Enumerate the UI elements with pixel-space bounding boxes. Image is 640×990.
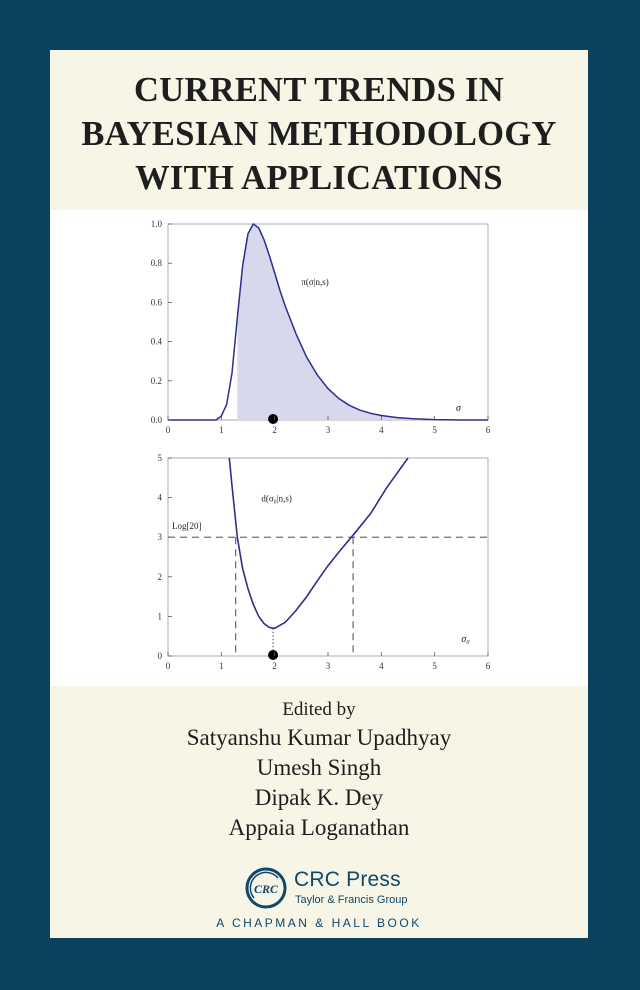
bottom-y-ticks: 0 1 2 3 4 5 bbox=[158, 453, 172, 661]
x-tick-label: 4 bbox=[379, 425, 384, 435]
x-tick-label: 3 bbox=[326, 425, 331, 435]
shaded-credible-region bbox=[237, 224, 488, 420]
y-tick-label: 4 bbox=[158, 493, 163, 503]
x-tick-label: 5 bbox=[432, 425, 437, 435]
y-tick-label: 0 bbox=[158, 651, 163, 661]
posterior-curve-label: π(σ|n,s) bbox=[301, 277, 328, 287]
y-tick-label: 0.6 bbox=[151, 297, 163, 307]
bottom-x-axis-label: σ₀ bbox=[461, 634, 470, 645]
y-tick-label: 3 bbox=[158, 532, 163, 542]
x-tick-label: 1 bbox=[219, 661, 224, 671]
title-line-1: CURRENT TRENDS IN bbox=[134, 71, 504, 109]
loss-curve bbox=[228, 457, 409, 630]
publisher-block: CRC CRC Press Taylor & Francis Group A C… bbox=[50, 862, 588, 938]
estimate-marker bbox=[268, 414, 279, 424]
editor-name: Umesh Singh bbox=[256, 755, 382, 780]
posterior-curve bbox=[168, 222, 488, 421]
y-tick-label: 1.0 bbox=[151, 219, 163, 229]
x-tick-label: 1 bbox=[219, 425, 224, 435]
y-tick-label: 2 bbox=[158, 572, 163, 582]
y-tick-label: 0.8 bbox=[151, 258, 163, 268]
y-tick-label: 0.0 bbox=[151, 415, 163, 425]
editor-name: Satyanshu Kumar Upadhyay bbox=[186, 725, 452, 750]
x-tick-label: 3 bbox=[326, 661, 331, 671]
threshold-label: Log[20] bbox=[172, 521, 202, 531]
cover-panel: CURRENT TRENDS IN BAYESIAN METHODOLOGY W… bbox=[50, 50, 588, 938]
minimum-marker bbox=[268, 650, 279, 660]
editor-name: Dipak K. Dey bbox=[254, 785, 384, 810]
y-tick-label: 5 bbox=[158, 453, 163, 463]
x-tick-label: 6 bbox=[486, 425, 491, 435]
edited-by-label: Edited by bbox=[282, 699, 356, 720]
x-tick-label: 6 bbox=[486, 661, 491, 671]
x-tick-label: 0 bbox=[166, 661, 171, 671]
plots-svg: 0 1 2 3 4 5 6 0.0 0.2 0.4 0.6 0.8 1.0 π(σ|n,s) σ 0 1… bbox=[151, 219, 491, 671]
x-tick-label: 2 bbox=[272, 661, 277, 671]
x-tick-label: 4 bbox=[379, 661, 384, 671]
bottom-x-ticks: 0 1 2 3 4 5 6 bbox=[166, 652, 491, 671]
y-tick-label: 1 bbox=[158, 611, 163, 621]
title-line-2: BAYESIAN METHODOLOGY bbox=[81, 115, 557, 153]
loss-curve-label: d(σ₀|n,s) bbox=[261, 494, 292, 504]
cover-figure: 0 1 2 3 4 5 6 0.0 0.2 0.4 0.6 0.8 1.0 π(σ|n,s) σ 0 1… bbox=[50, 210, 588, 686]
editor-name: Appaia Loganathan bbox=[228, 815, 410, 840]
title-line-3: WITH APPLICATIONS bbox=[135, 159, 503, 197]
y-tick-label: 0.2 bbox=[151, 376, 162, 386]
top-x-ticks: 0 1 2 3 4 5 6 bbox=[166, 416, 491, 435]
publisher-name: CRC Press bbox=[294, 868, 401, 891]
loss-function-plot: 0 1 2 3 4 5 6 0 1 2 3 4 5 Log[20] d(σ₀|n,s) σ₀ bbox=[158, 453, 491, 671]
crc-logo-icon: CRC bbox=[245, 867, 287, 909]
logo-text: CRC bbox=[254, 882, 279, 896]
publisher-imprint: A CHAPMAN & HALL BOOK bbox=[216, 916, 422, 930]
posterior-density-plot: 0 1 2 3 4 5 6 0.0 0.2 0.4 0.6 0.8 1.0 π(σ|n,s) σ bbox=[151, 219, 491, 435]
top-y-ticks: 0.0 0.2 0.4 0.6 0.8 1.0 bbox=[151, 219, 172, 425]
bottom-plot-frame bbox=[167, 457, 489, 657]
editors-block: Edited by Satyanshu Kumar Upadhyay Umesh… bbox=[50, 698, 588, 843]
x-tick-label: 5 bbox=[432, 661, 437, 671]
x-tick-label: 0 bbox=[166, 425, 171, 435]
x-tick-label: 2 bbox=[272, 425, 277, 435]
book-title: CURRENT TRENDS IN BAYESIAN METHODOLOGY W… bbox=[50, 68, 588, 200]
y-tick-label: 0.4 bbox=[151, 337, 163, 347]
top-x-axis-label: σ bbox=[456, 403, 462, 414]
publisher-group: Taylor & Francis Group bbox=[295, 894, 408, 906]
